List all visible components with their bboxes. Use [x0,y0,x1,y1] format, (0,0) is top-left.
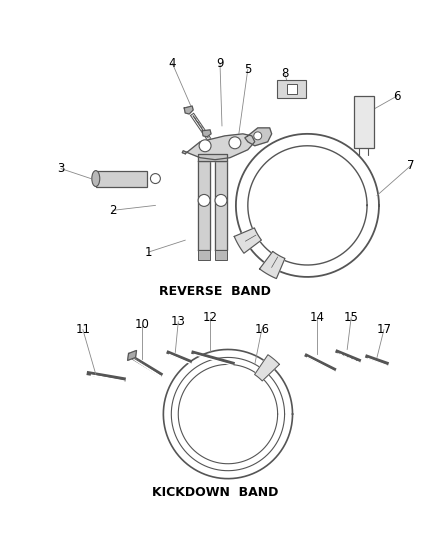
Text: 11: 11 [75,323,90,336]
Circle shape [199,140,211,152]
Polygon shape [127,351,137,360]
Polygon shape [198,160,210,250]
Text: 2: 2 [109,204,117,217]
Text: 5: 5 [244,63,251,76]
Polygon shape [234,228,261,253]
Text: 6: 6 [393,90,401,102]
Bar [96,171,148,187]
Text: 8: 8 [281,67,288,80]
Polygon shape [260,252,285,279]
Text: REVERSE  BAND: REVERSE BAND [159,285,271,298]
Text: KICKDOWN  BAND: KICKDOWN BAND [152,486,278,499]
Text: 4: 4 [169,57,176,70]
Polygon shape [215,160,227,250]
Text: 14: 14 [310,311,325,324]
Text: 9: 9 [216,57,224,70]
Bar [215,250,227,260]
Text: 13: 13 [171,315,186,328]
Ellipse shape [92,171,100,187]
Text: 10: 10 [135,318,150,331]
Polygon shape [184,106,193,114]
Bar [354,96,374,148]
Circle shape [150,174,160,183]
Polygon shape [245,128,272,146]
Polygon shape [254,355,279,381]
Bar [277,80,307,98]
Text: 3: 3 [57,162,65,175]
Polygon shape [202,130,211,137]
Text: 15: 15 [344,311,359,324]
Text: 12: 12 [202,311,218,324]
Polygon shape [198,154,227,160]
Text: 16: 16 [254,323,269,336]
Circle shape [229,137,241,149]
Bar [198,250,210,260]
Circle shape [198,195,210,206]
Bar [286,84,297,94]
Text: 7: 7 [407,159,414,172]
Text: 17: 17 [376,323,392,336]
Polygon shape [182,134,255,160]
Circle shape [254,132,262,140]
Circle shape [215,195,227,206]
Text: 1: 1 [145,246,152,259]
